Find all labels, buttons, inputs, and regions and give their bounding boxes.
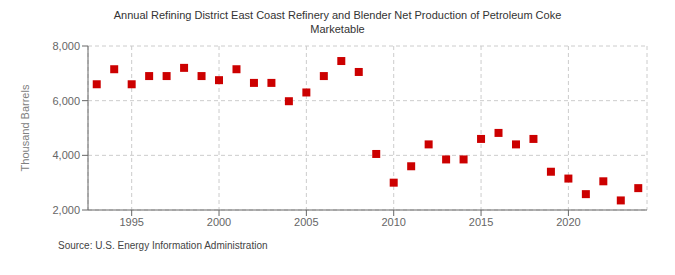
svg-text:8,000: 8,000 bbox=[52, 40, 80, 52]
svg-text:2015: 2015 bbox=[469, 216, 493, 228]
svg-text:2000: 2000 bbox=[207, 216, 231, 228]
svg-text:1995: 1995 bbox=[119, 216, 143, 228]
svg-text:6,000: 6,000 bbox=[52, 95, 80, 107]
svg-text:4,000: 4,000 bbox=[52, 149, 80, 161]
svg-text:Thousand Barrels: Thousand Barrels bbox=[19, 84, 31, 171]
html-text:Annual Refining District East: Annual Refining District East Coast Refi… bbox=[113, 9, 562, 21]
svg-text:2005: 2005 bbox=[294, 216, 318, 228]
svg-text:2,000: 2,000 bbox=[52, 204, 80, 216]
html-text:Source: U.S. Energy Informatio: Source: U.S. Energy Information Administ… bbox=[58, 240, 268, 251]
html-text:Marketable: Marketable bbox=[310, 23, 365, 35]
svg-text:2020: 2020 bbox=[556, 216, 580, 228]
svg-text:2010: 2010 bbox=[381, 216, 405, 228]
